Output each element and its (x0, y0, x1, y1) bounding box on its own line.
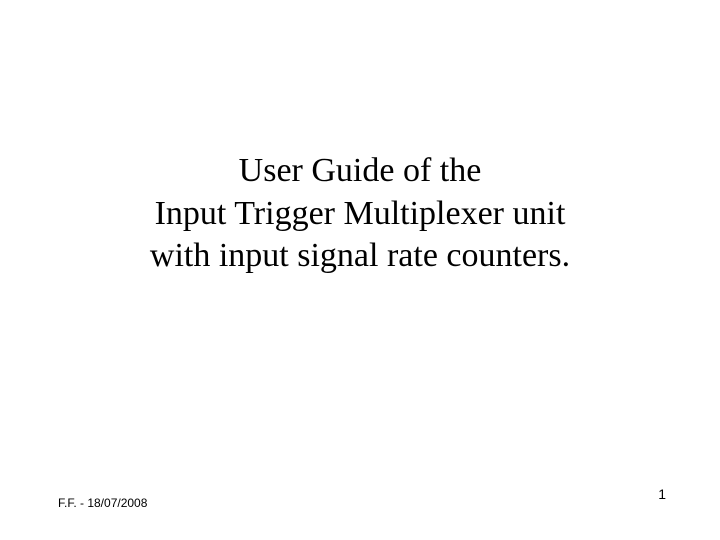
title-line-1: User Guide of the (0, 150, 720, 193)
page-number: 1 (658, 486, 666, 502)
slide-title: User Guide of the Input Trigger Multiple… (0, 150, 720, 278)
title-line-2: Input Trigger Multiplexer unit (0, 193, 720, 236)
slide-container: User Guide of the Input Trigger Multiple… (0, 0, 720, 540)
footer-author-date: F.F. - 18/07/2008 (58, 496, 147, 510)
title-line-3: with input signal rate counters. (0, 235, 720, 278)
